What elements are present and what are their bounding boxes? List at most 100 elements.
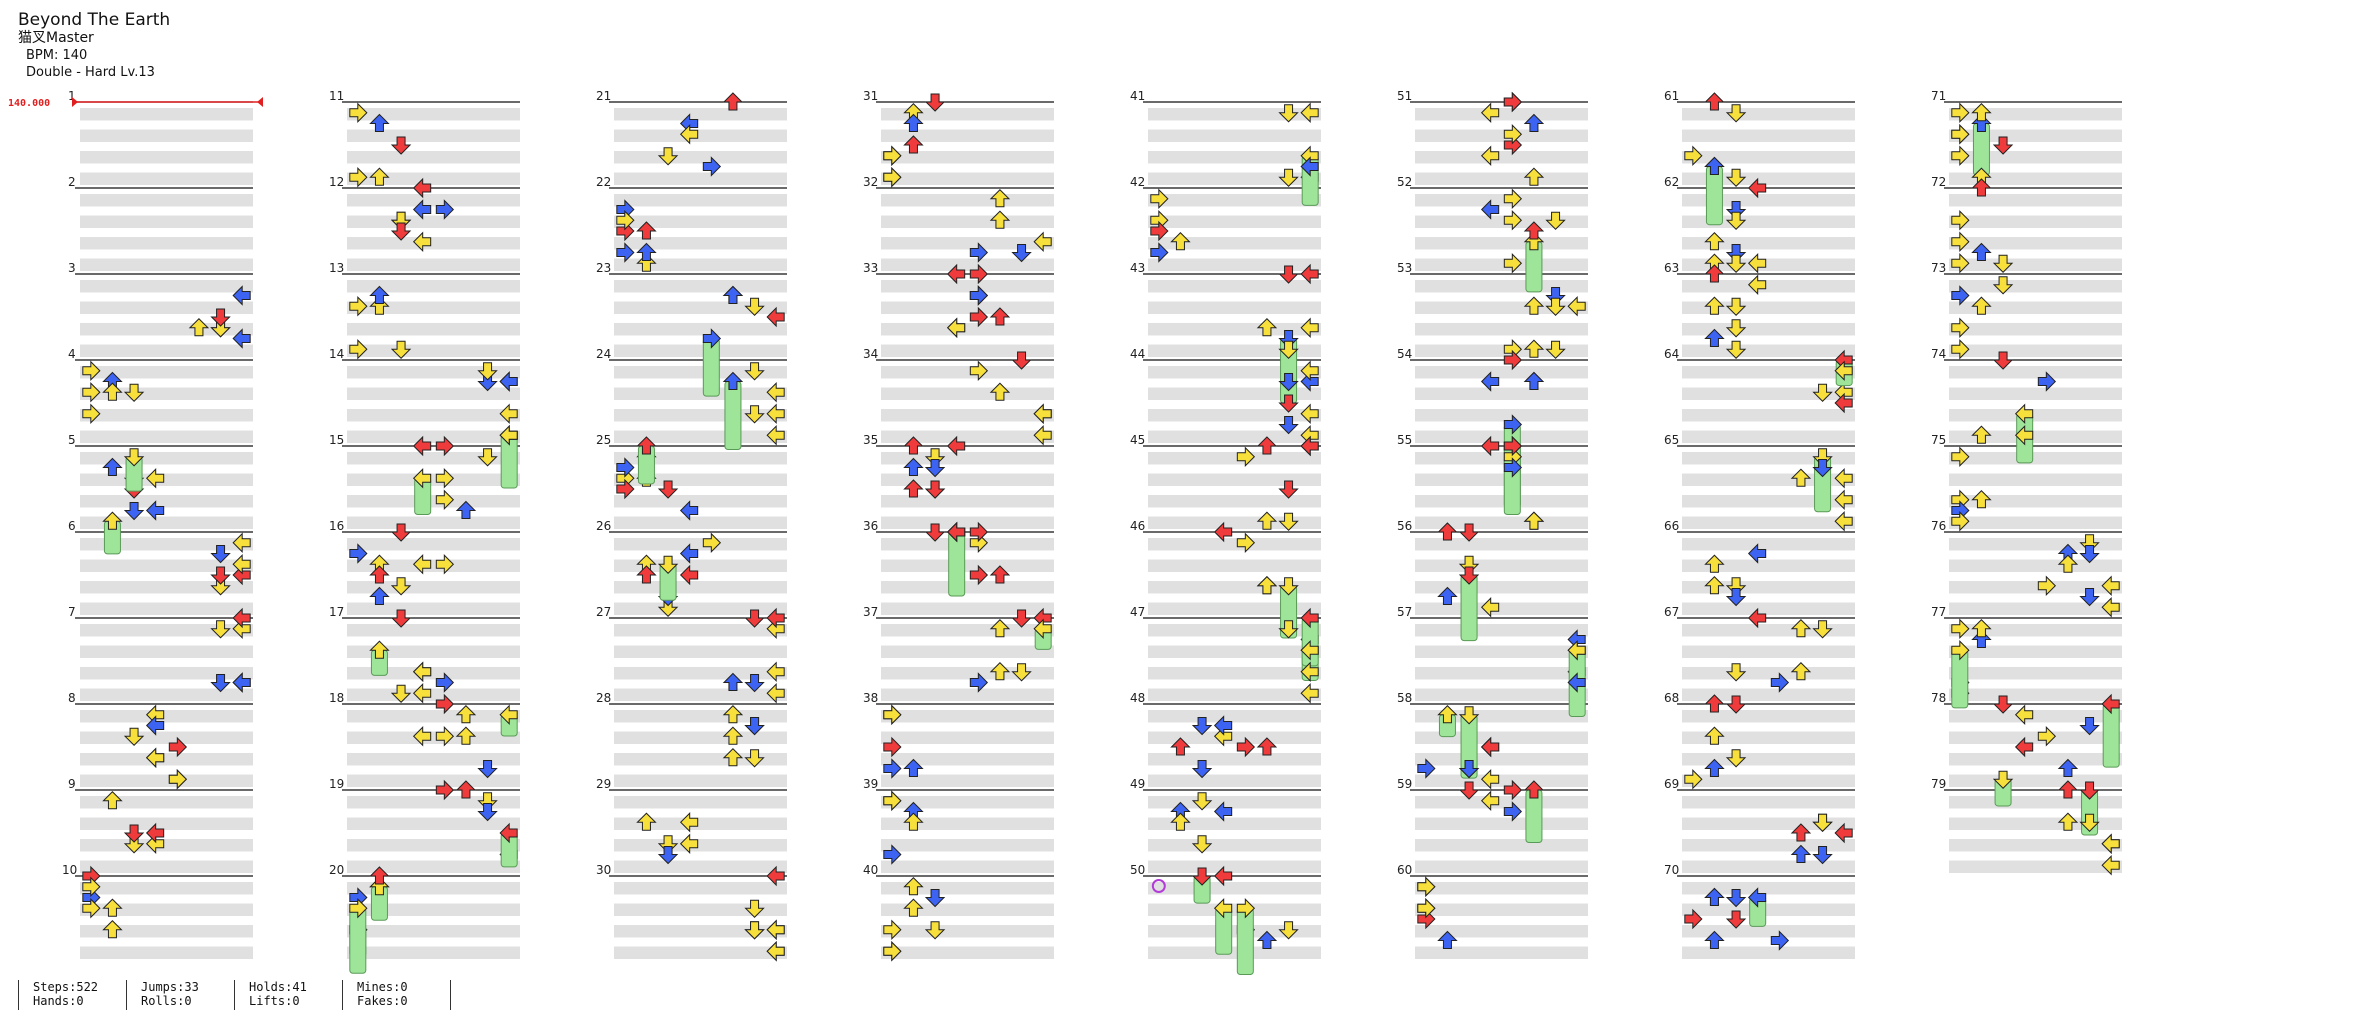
beat-band bbox=[1949, 495, 2122, 508]
stat-rolls: Rolls:0 bbox=[141, 994, 192, 1008]
beat-band bbox=[347, 108, 520, 121]
beat-band bbox=[614, 667, 787, 680]
measure-number: 24 bbox=[596, 347, 611, 361]
beat-band bbox=[1682, 774, 1855, 787]
beat-band bbox=[1949, 731, 2122, 744]
measure-number: 67 bbox=[1664, 605, 1679, 619]
beat-band bbox=[1949, 796, 2122, 809]
beat-band bbox=[80, 559, 253, 572]
beat-band bbox=[1148, 538, 1321, 551]
beat-band bbox=[80, 538, 253, 551]
beat-band bbox=[1148, 194, 1321, 207]
stat-hands: Hands:0 bbox=[33, 994, 84, 1008]
beat-band bbox=[1148, 581, 1321, 594]
beat-band bbox=[1148, 452, 1321, 465]
song-header: Beyond The Earth 猫叉Master BPM: 140 Doubl… bbox=[18, 10, 170, 81]
beat-band bbox=[1949, 817, 2122, 830]
measure-number: 13 bbox=[329, 261, 344, 275]
beat-band bbox=[881, 667, 1054, 680]
beat-band bbox=[1949, 559, 2122, 572]
beat-band bbox=[1682, 452, 1855, 465]
beat-band bbox=[347, 602, 520, 615]
beat-band bbox=[347, 581, 520, 594]
beat-band bbox=[614, 538, 787, 551]
beat-band bbox=[614, 624, 787, 637]
measure-number: 73 bbox=[1931, 261, 1946, 275]
beat-band bbox=[881, 237, 1054, 250]
beat-band bbox=[347, 151, 520, 164]
beat-band bbox=[881, 108, 1054, 121]
measure-number: 32 bbox=[863, 175, 878, 189]
beat-band bbox=[1148, 301, 1321, 314]
measure-number: 63 bbox=[1664, 261, 1679, 275]
beat-band bbox=[614, 452, 787, 465]
beat-band bbox=[1682, 817, 1855, 830]
beat-band bbox=[80, 387, 253, 400]
beat-band bbox=[347, 495, 520, 508]
measure-number: 58 bbox=[1397, 691, 1412, 705]
song-title: Beyond The Earth bbox=[18, 10, 171, 30]
beat-band bbox=[614, 215, 787, 228]
beat-band bbox=[80, 839, 253, 852]
beat-band bbox=[347, 344, 520, 357]
beat-band bbox=[1949, 753, 2122, 766]
measure-labels: 1234567891011121314151617181920212223242… bbox=[62, 89, 1946, 877]
measure-number: 56 bbox=[1397, 519, 1412, 533]
beat-band bbox=[1415, 108, 1588, 121]
measure-number: 28 bbox=[596, 691, 611, 705]
beat-band bbox=[1148, 473, 1321, 486]
measure-number: 64 bbox=[1664, 347, 1679, 361]
beat-band bbox=[80, 602, 253, 615]
beat-band bbox=[80, 581, 253, 594]
beat-band bbox=[881, 516, 1054, 529]
beat-band bbox=[1949, 215, 2122, 228]
beat-band bbox=[881, 839, 1054, 852]
measure-number: 48 bbox=[1130, 691, 1145, 705]
measure-number: 69 bbox=[1664, 777, 1679, 791]
beat-band bbox=[1415, 172, 1588, 185]
beat-band bbox=[80, 774, 253, 787]
measure-number: 51 bbox=[1397, 89, 1412, 103]
beat-band bbox=[1415, 731, 1588, 744]
beat-band bbox=[347, 753, 520, 766]
beat-band bbox=[1415, 538, 1588, 551]
measure-number: 6 bbox=[68, 519, 76, 533]
measure-number: 25 bbox=[596, 433, 611, 447]
beat-band bbox=[1148, 624, 1321, 637]
beat-band bbox=[614, 301, 787, 314]
measure-number: 43 bbox=[1130, 261, 1145, 275]
measure-number: 53 bbox=[1397, 261, 1412, 275]
hold-note-icon bbox=[1236, 907, 1254, 975]
beat-band bbox=[614, 387, 787, 400]
beat-band bbox=[1682, 108, 1855, 121]
beat-band bbox=[1949, 624, 2122, 637]
beat-band bbox=[1949, 774, 2122, 787]
beat-band bbox=[1682, 215, 1855, 228]
beat-band bbox=[80, 925, 253, 938]
beat-band bbox=[80, 344, 253, 357]
measure-number: 59 bbox=[1397, 777, 1412, 791]
beat-band bbox=[1415, 151, 1588, 164]
measure-number: 46 bbox=[1130, 519, 1145, 533]
beat-band bbox=[614, 796, 787, 809]
notes bbox=[82, 92, 2120, 975]
beat-band bbox=[1949, 366, 2122, 379]
beat-band bbox=[881, 581, 1054, 594]
beat-band bbox=[1415, 774, 1588, 787]
beat-band bbox=[614, 839, 787, 852]
beat-band bbox=[881, 645, 1054, 658]
beat-band bbox=[1682, 882, 1855, 895]
beat-band bbox=[1682, 323, 1855, 336]
beat-band bbox=[881, 946, 1054, 959]
beat-band bbox=[881, 796, 1054, 809]
beat-band bbox=[614, 731, 787, 744]
measure-number: 14 bbox=[329, 347, 344, 361]
beat-band bbox=[1415, 710, 1588, 723]
beat-band bbox=[80, 731, 253, 744]
beat-band bbox=[347, 667, 520, 680]
beat-band bbox=[80, 860, 253, 873]
beat-band bbox=[1682, 903, 1855, 916]
beat-band bbox=[1949, 151, 2122, 164]
hold-note-icon bbox=[1460, 574, 1478, 642]
measure-number: 42 bbox=[1130, 175, 1145, 189]
